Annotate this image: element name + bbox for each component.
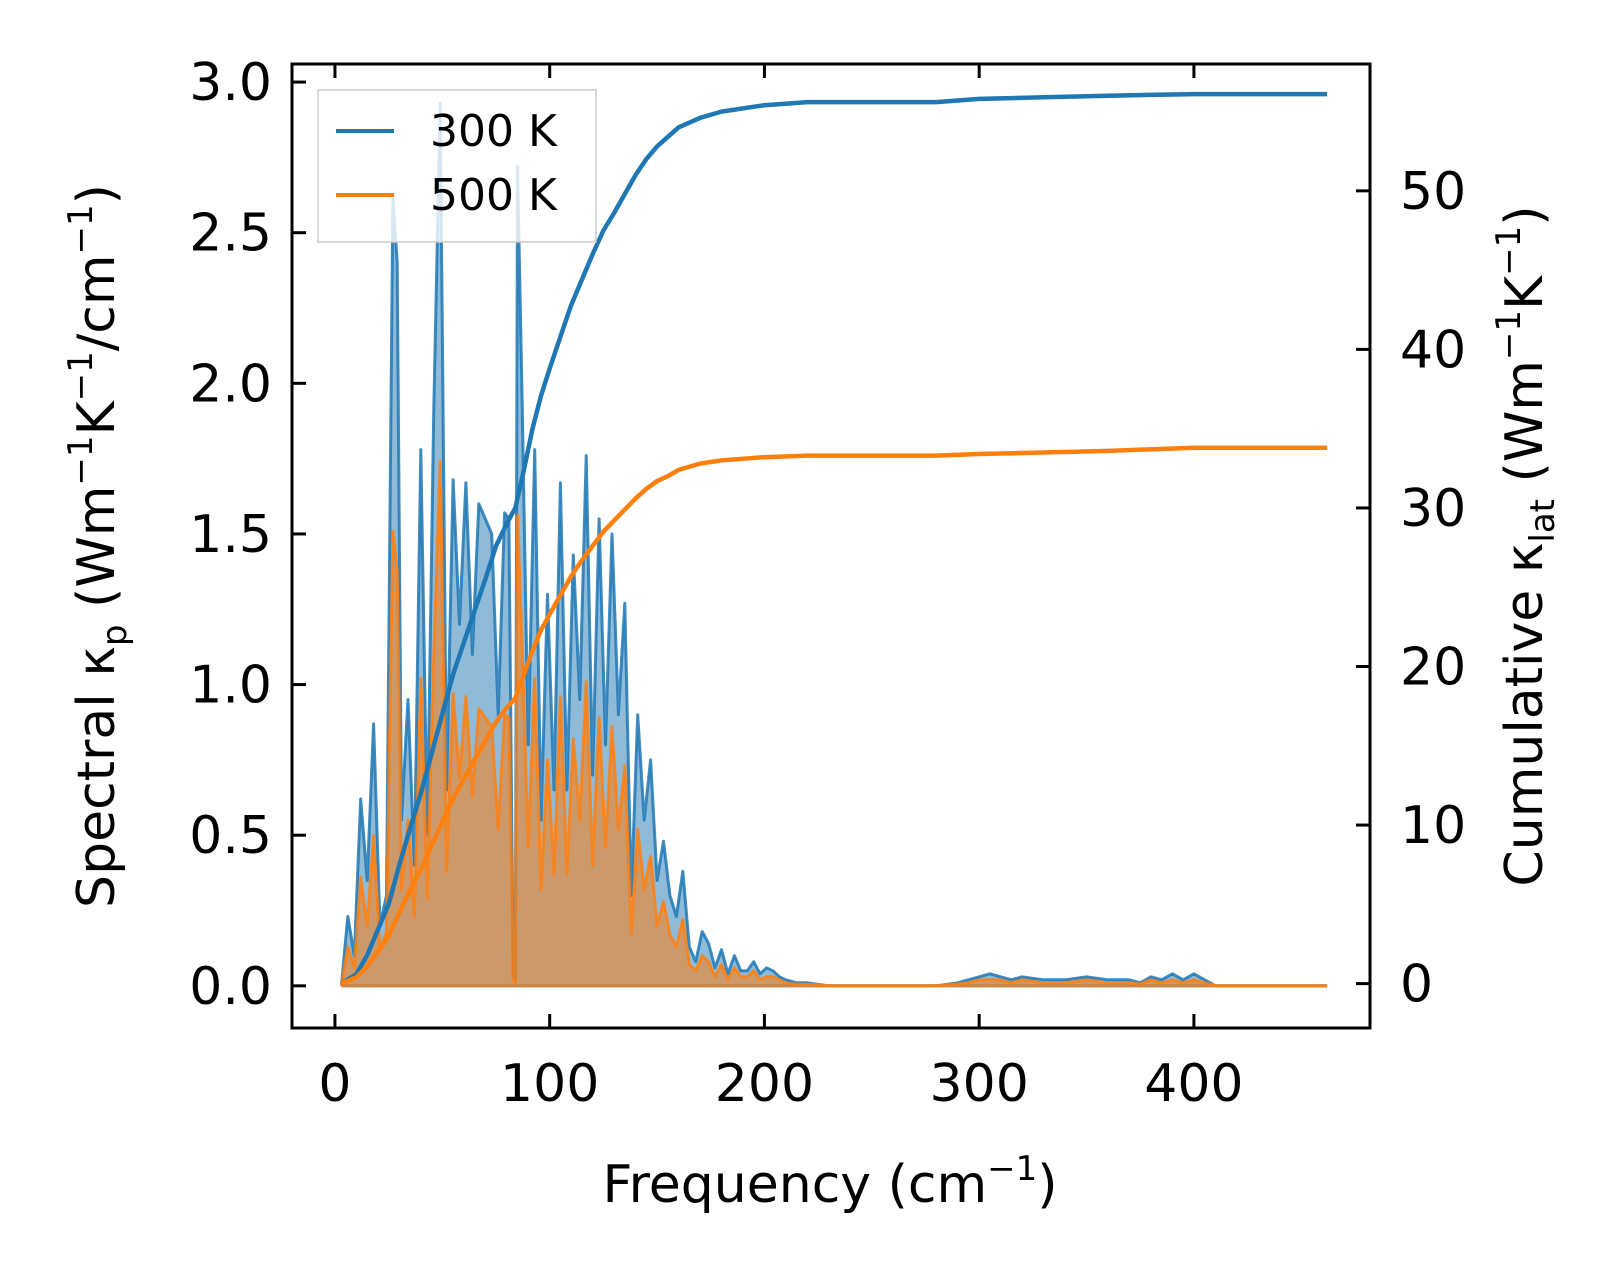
x-axis-label: Frequency (cm−1) bbox=[602, 1149, 1057, 1215]
right-y-axis-label: Cumulative κlat (Wm−1K−1) bbox=[1489, 205, 1563, 886]
spectral-lines bbox=[339, 101, 1328, 988]
legend-label-500k: 500 K bbox=[430, 170, 558, 221]
left-y-tick-label: 0.5 bbox=[189, 806, 272, 866]
right-y-tick-label: 10 bbox=[1400, 796, 1466, 856]
x-tick-label: 200 bbox=[715, 1054, 814, 1114]
x-tick-label: 300 bbox=[930, 1054, 1029, 1114]
left-y-tick-label: 3.0 bbox=[189, 53, 272, 113]
left-y-axis-label: Spectral κp (Wm−1K−1/cm−1) bbox=[61, 184, 135, 908]
spectral-line-500k bbox=[339, 460, 1328, 988]
right-y-axis-ticks: 0 10 20 30 40 50 bbox=[1356, 162, 1466, 1015]
cumulative-line-500k bbox=[340, 445, 1328, 986]
right-y-tick-label: 40 bbox=[1400, 320, 1466, 380]
legend: 300 K 500 K bbox=[317, 89, 597, 243]
right-y-tick-label: 0 bbox=[1400, 955, 1433, 1015]
x-tick-label: 0 bbox=[318, 1054, 351, 1114]
x-tick-label: 100 bbox=[500, 1054, 599, 1114]
x-axis-ticks: 0 100 200 300 400 bbox=[318, 64, 1244, 1114]
left-y-tick-label: 2.5 bbox=[189, 204, 272, 264]
right-y-tick-label: 20 bbox=[1400, 638, 1466, 698]
left-y-tick-label: 1.0 bbox=[189, 656, 272, 716]
spectral-line-300k bbox=[339, 101, 1328, 988]
left-y-tick-label: 0.0 bbox=[189, 957, 272, 1017]
cumulative-lines bbox=[340, 91, 1328, 986]
legend-box bbox=[317, 89, 597, 243]
x-tick-label: 400 bbox=[1144, 1054, 1243, 1114]
left-y-tick-label: 2.0 bbox=[189, 354, 272, 414]
left-y-tick-label: 1.5 bbox=[189, 505, 272, 565]
left-y-axis-ticks: 0.0 0.5 1.0 1.5 2.0 2.5 3.0 bbox=[189, 53, 306, 1017]
right-y-tick-label: 50 bbox=[1400, 162, 1466, 222]
cumulative-line-300k bbox=[340, 91, 1328, 986]
legend-label-300k: 300 K bbox=[430, 106, 558, 157]
plot-frame bbox=[290, 62, 1372, 1030]
right-y-tick-label: 30 bbox=[1400, 479, 1466, 539]
spectral-area-500k bbox=[341, 461, 1328, 986]
